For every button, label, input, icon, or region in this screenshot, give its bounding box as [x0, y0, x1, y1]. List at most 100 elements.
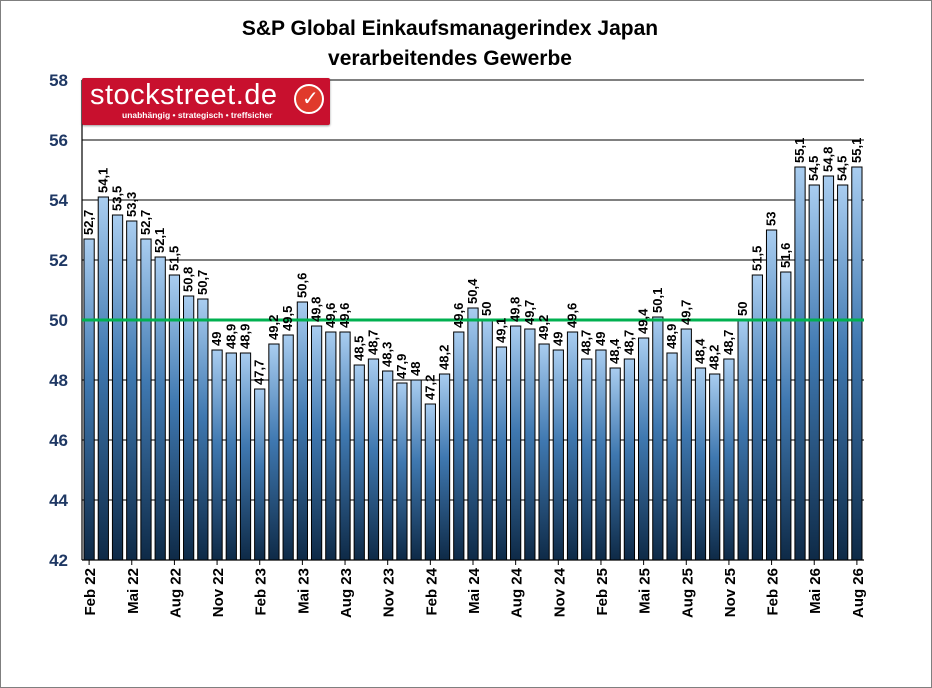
x-tick-label: Feb 26 [765, 568, 782, 616]
data-label: 48,4 [607, 338, 622, 364]
data-label: 47,7 [252, 360, 267, 385]
data-label: 51,5 [166, 246, 181, 271]
bar [709, 373, 721, 561]
bar [367, 358, 380, 561]
bar [225, 352, 237, 561]
data-label: 53,3 [124, 192, 139, 217]
bar [680, 328, 692, 561]
y-tick-label: 54 [49, 191, 68, 210]
bar [808, 184, 820, 561]
data-label: 50,7 [195, 270, 210, 295]
data-label: 51,6 [778, 243, 793, 268]
logo-tagline: unabhängig • strategisch • treffsicher [122, 110, 273, 120]
bar [239, 352, 252, 561]
logo-wordmark: stockstreet.de [90, 79, 278, 111]
x-tick-label: Mai 23 [295, 568, 312, 614]
bar [126, 220, 138, 561]
bar [566, 331, 579, 561]
data-label: 49,6 [323, 303, 338, 328]
data-label: 52,7 [138, 210, 153, 235]
x-tick-label: Feb 23 [253, 568, 270, 616]
data-label: 49,8 [508, 297, 523, 322]
x-tick-label: Feb 22 [82, 568, 99, 616]
data-label: 51,5 [749, 246, 764, 271]
data-label: 49,7 [522, 300, 537, 325]
x-tick-label: Feb 25 [594, 568, 611, 616]
bar [481, 319, 493, 561]
bar [353, 364, 365, 561]
data-label: 47,9 [394, 354, 409, 379]
bar [495, 346, 508, 561]
bar [623, 358, 636, 561]
data-label: 49,6 [565, 303, 580, 328]
data-label: 54,8 [820, 147, 835, 172]
chart-title: S&P Global Einkaufsmanagerindex Japan ve… [100, 14, 800, 74]
bar [97, 196, 109, 561]
data-label: 49,4 [636, 308, 651, 334]
data-label: 49,2 [536, 315, 551, 340]
x-tick-label: Nov 25 [722, 568, 739, 617]
bar [538, 343, 550, 561]
data-label: 48,9 [223, 324, 238, 349]
bar [268, 343, 280, 561]
y-tick-label: 56 [49, 131, 68, 150]
data-label: 48,7 [621, 330, 636, 355]
bar [609, 367, 621, 561]
x-tick-label: Feb 24 [423, 567, 440, 615]
y-tick-label: 46 [49, 431, 68, 450]
data-label: 49 [550, 332, 565, 346]
y-tick-label: 58 [49, 71, 68, 90]
data-label: 49,7 [678, 300, 693, 325]
bar [453, 331, 465, 561]
x-tick-label: Nov 24 [551, 567, 568, 617]
data-label: 49,8 [309, 297, 324, 322]
data-label: 49,5 [280, 306, 295, 331]
bar [83, 238, 95, 561]
data-label: 48,4 [692, 338, 707, 364]
x-tick-label: Aug 24 [509, 567, 526, 618]
bar [154, 256, 166, 561]
bar [396, 382, 408, 561]
data-label: 49,6 [337, 303, 352, 328]
data-label: 49,1 [493, 318, 508, 343]
bar [254, 388, 266, 561]
checkmark-icon: ✓ [294, 84, 324, 114]
data-label: 54,5 [835, 156, 850, 181]
data-label: 49 [593, 332, 608, 346]
data-label: 48,7 [579, 330, 594, 355]
bar [183, 295, 195, 561]
bar [325, 331, 337, 561]
data-label: 48,2 [707, 345, 722, 370]
data-label: 55,1 [849, 138, 864, 163]
data-label: 53,5 [110, 186, 125, 211]
bar [140, 238, 152, 561]
x-tick-label: Mai 24 [466, 567, 483, 614]
bar [339, 331, 351, 561]
data-label: 52,7 [81, 210, 96, 235]
x-tick-label: Aug 26 [850, 568, 867, 618]
x-tick-label: Nov 23 [381, 568, 398, 617]
stockstreet-logo: stockstreet.de unabhängig • strategisch … [82, 78, 330, 125]
bar [581, 358, 593, 561]
data-label: 52,1 [152, 228, 167, 253]
bar [765, 229, 778, 561]
bar [837, 184, 849, 561]
bar [282, 334, 294, 561]
bar [666, 352, 678, 561]
data-label: 48,3 [380, 342, 395, 367]
data-label: 48,9 [664, 324, 679, 349]
bar [524, 328, 536, 561]
data-label: 49,6 [451, 303, 466, 328]
bar [296, 301, 309, 561]
data-label: 54,1 [95, 168, 110, 193]
data-label: 50,6 [294, 273, 309, 298]
x-tick-label: Mai 26 [807, 568, 824, 614]
y-tick-label: 44 [49, 491, 68, 510]
bar [694, 367, 707, 561]
bar [438, 373, 451, 561]
data-label: 47,2 [422, 375, 437, 400]
data-label: 49 [209, 332, 224, 346]
x-tick-label: Mai 22 [125, 568, 142, 614]
y-tick-label: 42 [49, 551, 68, 570]
